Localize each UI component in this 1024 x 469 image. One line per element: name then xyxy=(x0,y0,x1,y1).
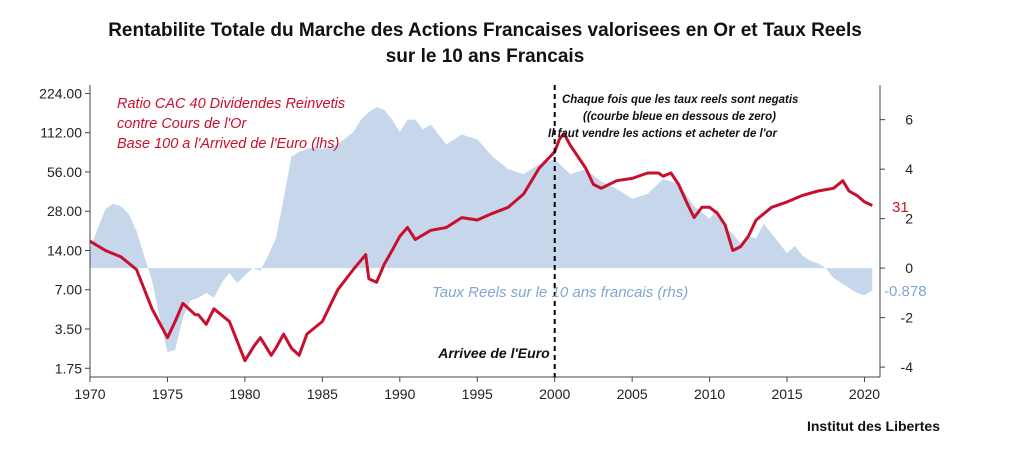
ratio-end-value: 31 xyxy=(892,199,909,216)
right-tick-label: 2 xyxy=(905,211,913,227)
euro-label: Arrivee de l'Euro xyxy=(437,345,550,361)
ratio-series-label: Ratio CAC 40 Dividendes Reinvetis xyxy=(117,96,345,112)
ratio-line-layer xyxy=(89,132,873,363)
note-line: Il faut vendre les actions et acheter de… xyxy=(548,128,778,140)
note-line: ((courbe bleue en dessous de zero) xyxy=(583,111,776,123)
x-tick-label: 1980 xyxy=(229,386,260,402)
x-tick-label: 1995 xyxy=(462,386,493,402)
ratio-series-label: contre Cours de l'Or xyxy=(117,116,247,132)
real-rate-area-layer xyxy=(90,107,873,353)
ratio-line xyxy=(89,132,873,363)
ratio-series-label: Base 100 a l'Arrived de l'Euro (lhs) xyxy=(117,136,339,152)
left-tick-label: 3.50 xyxy=(55,321,82,337)
real-rate-series-label: Taux Reels sur le 10 ans francais (rhs) xyxy=(432,284,688,301)
note-line: Chaque fois que les taux reels sont nega… xyxy=(562,94,798,106)
left-tick-label: 1.75 xyxy=(55,360,82,376)
chart-title-line1: Rentabilite Totale du Marche des Actions… xyxy=(108,20,862,41)
right-tick-label: 6 xyxy=(905,112,913,128)
chart-title-line2: sur le 10 ans Francais xyxy=(385,46,585,67)
x-tick-label: 2010 xyxy=(694,386,725,402)
right-tick-label: -4 xyxy=(901,359,914,375)
x-tick-label: 2000 xyxy=(539,386,570,402)
left-tick-label: 14.00 xyxy=(47,242,82,258)
right-tick-label: 0 xyxy=(905,260,913,276)
left-tick-label: 224.00 xyxy=(39,85,82,101)
x-tick-label: 2005 xyxy=(617,386,648,402)
left-tick-label: 112.00 xyxy=(40,125,82,141)
x-tick-label: 2015 xyxy=(771,386,802,402)
axes-layer: 224.00 112.00 56.00 28.00 14.00 7.00 3.50 1.75 6… xyxy=(39,85,913,402)
right-tick-label: -2 xyxy=(901,310,914,326)
x-tick-label: 1975 xyxy=(152,386,183,402)
right-tick-label: 4 xyxy=(905,161,913,177)
left-tick-label: 7.00 xyxy=(55,282,82,298)
real-rate-area xyxy=(90,107,873,353)
x-tick-label: 1970 xyxy=(74,386,105,402)
left-tick-label: 28.00 xyxy=(47,203,82,219)
left-tick-label: 56.00 xyxy=(47,164,82,180)
labels-layer: Arrivee de l'Euro Ratio CAC 40 Dividendes… xyxy=(117,94,927,361)
x-tick-label: 2020 xyxy=(849,386,880,402)
x-tick-label: 1985 xyxy=(307,386,338,402)
x-tick-label: 1990 xyxy=(384,386,415,402)
source-label: Institut des Libertes xyxy=(806,418,940,434)
real-rate-end-value: -0.878 xyxy=(884,283,927,300)
